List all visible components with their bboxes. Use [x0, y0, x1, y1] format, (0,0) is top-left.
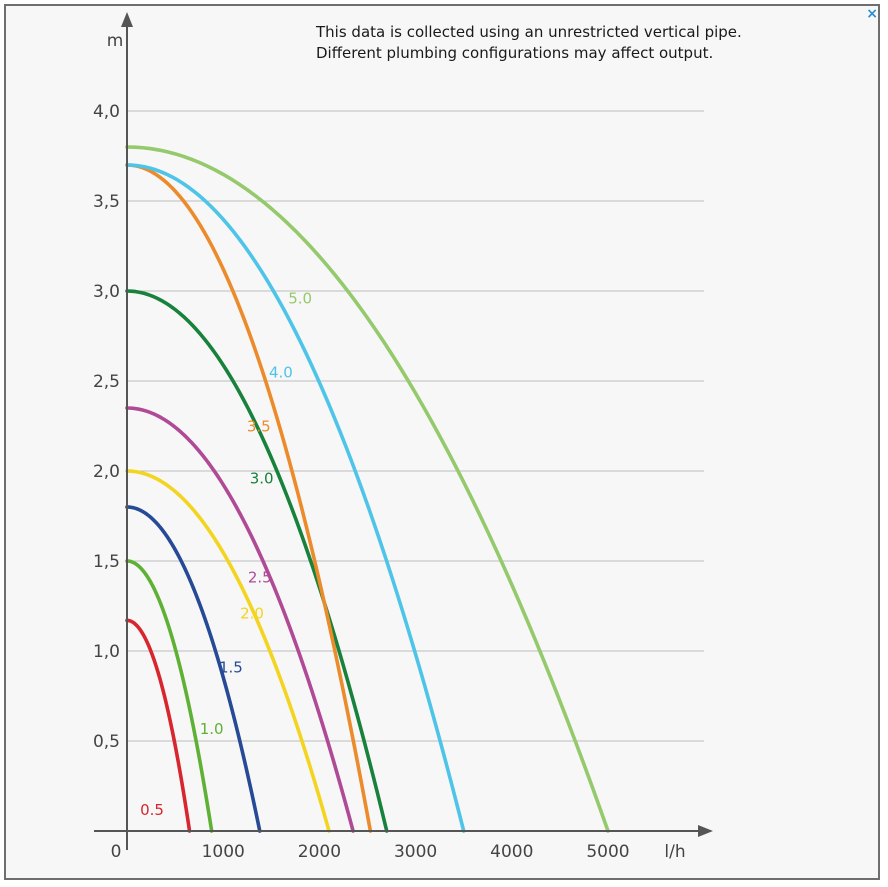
series-line-1.0: [125, 559, 214, 833]
series-line-0.5: [125, 618, 192, 833]
series-line-1.5: [125, 505, 262, 833]
grid-lines: [127, 110, 704, 742]
series-line-3.5: [125, 163, 373, 833]
y-tick-label: 2,0: [93, 462, 120, 482]
series-label-3.5: 3.5: [247, 417, 271, 435]
series-line-2.0: [125, 469, 331, 833]
x-tick-label: 4000: [490, 842, 533, 862]
y-tick-label: 0,5: [93, 732, 120, 752]
series-curves: [125, 145, 610, 833]
series-label-3.0: 3.0: [250, 470, 274, 488]
y-tick-label: 3,5: [93, 192, 120, 212]
series-labels: 0.5 1.0 1.5 2.0 2.5 3.0 3.5 4.0 5.0: [140, 290, 312, 819]
series-label-4.0: 4.0: [269, 363, 293, 381]
series-label-1.0: 1.0: [200, 720, 224, 738]
series-line-4.0: [125, 163, 466, 833]
x-tick-label: 2000: [298, 842, 341, 862]
series-line-3.0: [125, 289, 389, 833]
series-label-2.0: 2.0: [240, 605, 264, 623]
y-tick-label: 2,5: [93, 372, 120, 392]
x-axis-arrow: [698, 825, 713, 837]
series-label-5.0: 5.0: [288, 290, 312, 308]
series-label-1.5: 1.5: [219, 659, 243, 677]
x-tick-label: 0: [111, 842, 122, 862]
y-tick-label: 3,0: [93, 282, 120, 302]
series-line-5.0: [125, 145, 610, 833]
note-line-1: This data is collected using an unrestri…: [316, 23, 742, 41]
y-tick-label: 1,0: [93, 642, 120, 662]
note-line-2: Different plumbing configurations may af…: [316, 44, 714, 62]
y-axis-arrow: [121, 12, 133, 27]
series-label-0.5: 0.5: [140, 801, 164, 819]
y-tick-label: 4,0: [93, 102, 120, 122]
series-line-2.5: [125, 406, 355, 833]
y-axis-label: m: [107, 31, 124, 51]
axes: [94, 12, 713, 850]
x-axis-label: l/h: [664, 842, 685, 862]
x-tick-label: 5000: [586, 842, 629, 862]
x-tick-label: 1000: [202, 842, 245, 862]
chart-note: This data is collected using an unrestri…: [316, 22, 742, 64]
y-tick-label: 1,5: [93, 552, 120, 572]
x-tick-label: 3000: [394, 842, 437, 862]
series-label-2.5: 2.5: [248, 569, 272, 587]
tick-labels: 0,5 1,0 1,5 2,0 2,5 3,0 3,5 4,0 0 1000 2000 3000 400…: [93, 31, 686, 862]
close-icon[interactable]: ×: [866, 6, 878, 22]
